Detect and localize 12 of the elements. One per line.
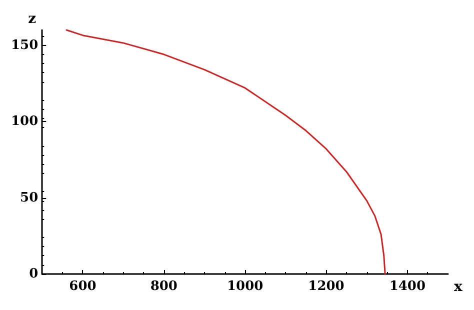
y-tick-label: 100 [10,114,38,129]
x-tick-label: 600 [69,279,96,294]
y-axis-title: z [28,11,36,27]
x-axis-title: x [454,279,463,295]
x-tick-label: 1400 [389,279,426,294]
y-tick-label: 50 [20,190,38,206]
x-tick-label: 800 [150,279,178,294]
x-tick-label: 1000 [226,279,264,294]
line-series [66,29,386,275]
y-tick-label: 0 [29,266,38,282]
y-tick-label: 150 [10,38,38,53]
x-tick-label: 1200 [308,279,344,294]
